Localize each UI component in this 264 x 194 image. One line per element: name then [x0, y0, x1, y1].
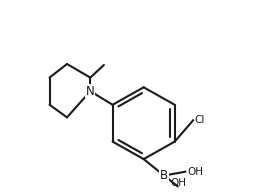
Text: Cl: Cl	[194, 115, 204, 125]
Text: B: B	[160, 169, 168, 182]
Text: N: N	[86, 85, 95, 98]
Text: OH: OH	[187, 167, 203, 177]
Text: OH: OH	[171, 178, 187, 188]
